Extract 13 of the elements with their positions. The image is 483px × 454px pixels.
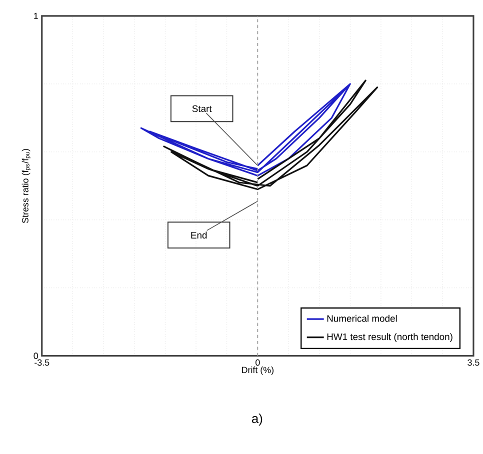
y-axis-title: Stress ratio (f$_{ps}$/f$_{pu}$) xyxy=(22,149,31,224)
annotation: End xyxy=(191,232,207,239)
legend-label: Numerical model xyxy=(327,315,397,322)
x-tick-label: 3.5 xyxy=(468,360,480,366)
legend-label: HW1 test result (north tendon) xyxy=(327,333,452,342)
line-series xyxy=(163,80,378,190)
x-axis-title: Drift (%) xyxy=(242,366,274,376)
y-tick-label: 1 xyxy=(34,13,38,20)
line-series xyxy=(140,83,351,177)
x-tick-label: 0 xyxy=(256,360,260,366)
text: a) xyxy=(252,414,262,426)
annotation: Start xyxy=(192,106,212,112)
x-tick-label: -3.5 xyxy=(34,360,50,366)
